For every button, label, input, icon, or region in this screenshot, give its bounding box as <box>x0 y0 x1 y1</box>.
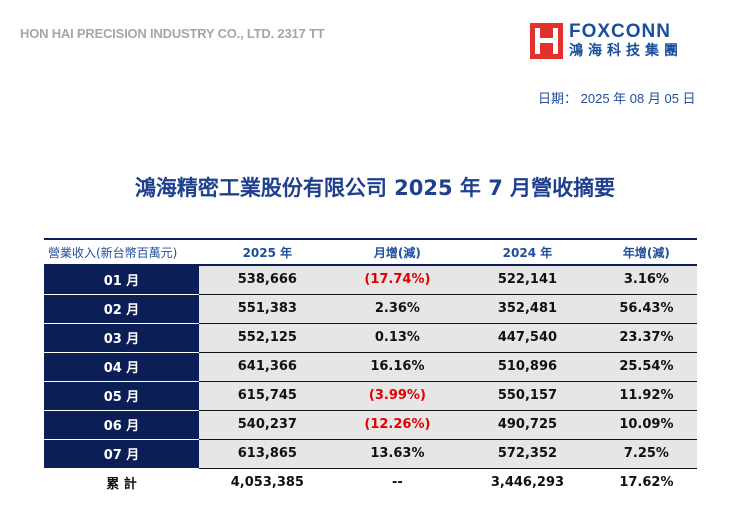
revenue-2025-cell: 615,745 <box>199 381 336 411</box>
revenue-2024-cell: 490,725 <box>459 410 596 440</box>
logo-english: FOXCONN <box>569 21 671 42</box>
revenue-2025-cell: 540,237 <box>199 410 336 440</box>
report-date: 日期： 2025 年 08 月 05 日 <box>538 88 696 107</box>
month-cell: 07 月 <box>44 439 199 469</box>
table-row: 02 月 551,383 2.36% 352,481 56.43% <box>44 294 697 324</box>
table-row: 06 月 540,237 (12.26%) 490,725 10.09% <box>44 410 697 440</box>
revenue-2025-cell: 551,383 <box>199 294 336 324</box>
mom-change-cell: (12.26%) <box>335 410 460 440</box>
company-name: HON HAI PRECISION INDUSTRY CO., LTD. 231… <box>20 26 325 41</box>
yoy-change-cell: 10.09% <box>595 410 697 440</box>
foxconn-h-logo-icon <box>530 23 563 59</box>
foxconn-logo: FOXCONN 鴻海科技集團 <box>530 22 683 60</box>
mom-change-cell: (17.74%) <box>335 265 460 295</box>
month-cell: 05 月 <box>44 381 199 411</box>
yoy-change-cell: 56.43% <box>595 294 697 324</box>
yoy-change-cell: 7.25% <box>595 439 697 469</box>
total-row: 累 計 4,053,385 -- 3,446,293 17.62% <box>44 468 697 497</box>
total-month-cell: 累 計 <box>44 468 199 497</box>
table-row: 01 月 538,666 (17.74%) 522,141 3.16% <box>44 265 697 295</box>
month-cell: 01 月 <box>44 265 199 295</box>
header-2024: 2024 年 <box>459 238 596 266</box>
mom-change-cell: 16.16% <box>335 352 460 382</box>
table-row: 05 月 615,745 (3.99%) 550,157 11.92% <box>44 381 697 411</box>
total-revenue-2024-cell: 3,446,293 <box>459 468 596 497</box>
revenue-2024-cell: 550,157 <box>459 381 596 411</box>
header-yoy: 年增(減) <box>595 238 697 266</box>
header-category: 營業收入(新台幣百萬元) <box>44 238 199 266</box>
date-label: 日期： <box>538 91 578 106</box>
revenue-2024-cell: 510,896 <box>459 352 596 382</box>
total-revenue-2025-cell: 4,053,385 <box>199 468 336 497</box>
logo-chinese: 鴻海科技集團 <box>569 43 683 59</box>
revenue-2024-cell: 352,481 <box>459 294 596 324</box>
revenue-2025-cell: 538,666 <box>199 265 336 295</box>
date-value: 2025 年 08 月 05 日 <box>580 91 696 106</box>
total-mom-change-cell: -- <box>335 468 460 497</box>
yoy-change-cell: 3.16% <box>595 265 697 295</box>
header-2025: 2025 年 <box>199 238 336 266</box>
header-mom: 月增(減) <box>335 238 460 266</box>
revenue-2024-cell: 447,540 <box>459 323 596 353</box>
revenue-2025-cell: 552,125 <box>199 323 336 353</box>
page-title: 鴻海精密工業股份有限公司 2025 年 7 月營收摘要 <box>134 176 616 200</box>
revenue-2025-cell: 613,865 <box>199 439 336 469</box>
revenue-2024-cell: 522,141 <box>459 265 596 295</box>
mom-change-cell: 2.36% <box>335 294 460 324</box>
table-header-row: 營業收入(新台幣百萬元) 2025 年 月增(減) 2024 年 年增(減) <box>44 238 697 266</box>
yoy-change-cell: 11.92% <box>595 381 697 411</box>
month-cell: 03 月 <box>44 323 199 353</box>
table-row: 04 月 641,366 16.16% 510,896 25.54% <box>44 352 697 382</box>
total-yoy-change-cell: 17.62% <box>595 468 697 497</box>
yoy-change-cell: 25.54% <box>595 352 697 382</box>
revenue-2024-cell: 572,352 <box>459 439 596 469</box>
month-cell: 02 月 <box>44 294 199 324</box>
month-cell: 04 月 <box>44 352 199 382</box>
revenue-2025-cell: 641,366 <box>199 352 336 382</box>
mom-change-cell: 13.63% <box>335 439 460 469</box>
mom-change-cell: (3.99%) <box>335 381 460 411</box>
table-row: 07 月 613,865 13.63% 572,352 7.25% <box>44 439 697 469</box>
revenue-table: 營業收入(新台幣百萬元) 2025 年 月增(減) 2024 年 年增(減) 0… <box>44 238 697 497</box>
month-cell: 06 月 <box>44 410 199 440</box>
mom-change-cell: 0.13% <box>335 323 460 353</box>
table-row: 03 月 552,125 0.13% 447,540 23.37% <box>44 323 697 353</box>
yoy-change-cell: 23.37% <box>595 323 697 353</box>
